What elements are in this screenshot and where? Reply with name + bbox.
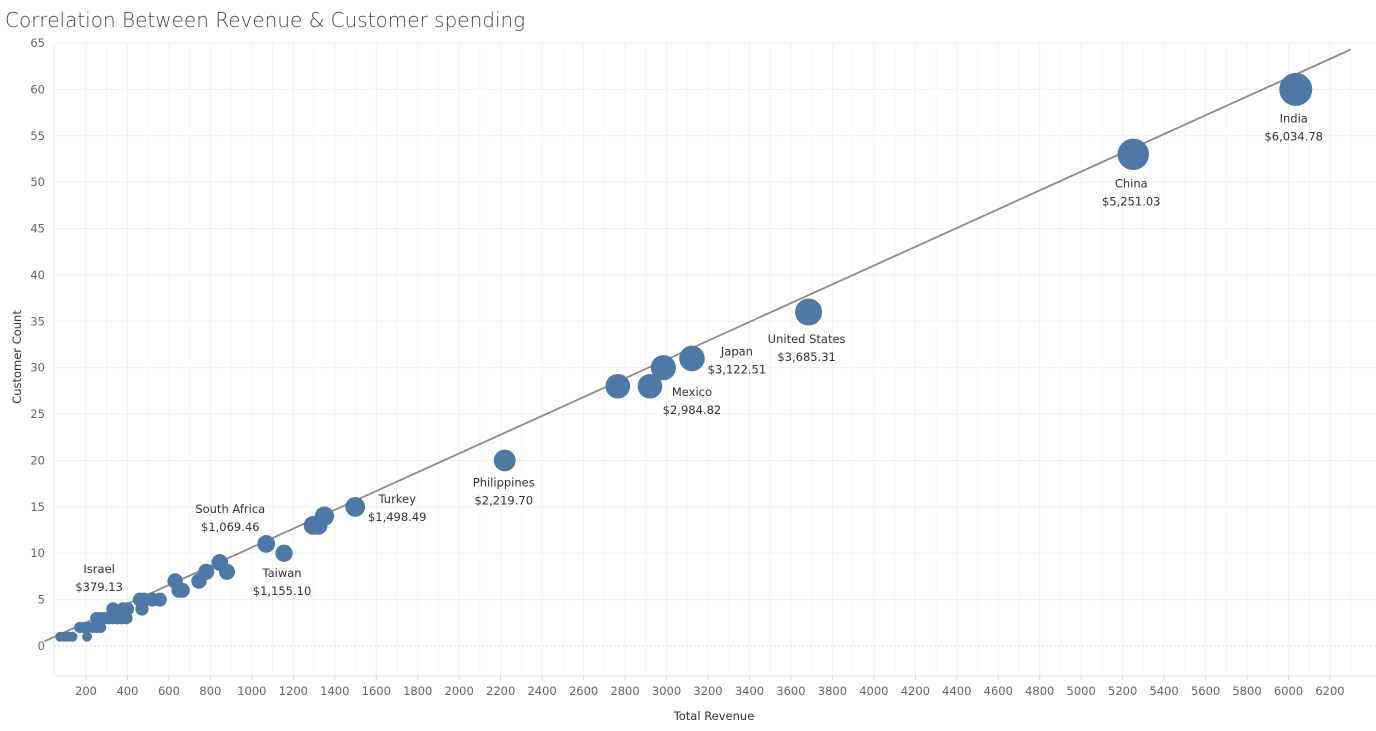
y-axis-title: Customer Count bbox=[10, 310, 24, 404]
point-label-value: $1,498.49 bbox=[368, 510, 427, 524]
x-tick-label: 1000 bbox=[237, 684, 266, 698]
data-point bbox=[135, 602, 149, 616]
data-point bbox=[171, 582, 187, 598]
x-tick-label: 5200 bbox=[1108, 684, 1137, 698]
y-tick-label: 45 bbox=[30, 222, 45, 236]
x-tick-label: 2400 bbox=[527, 684, 556, 698]
x-tick-label: 2000 bbox=[445, 684, 474, 698]
point-label-value: $6,034.78 bbox=[1264, 129, 1323, 143]
data-point bbox=[1279, 72, 1313, 106]
point-label-value: $3,685.31 bbox=[777, 350, 836, 364]
x-tick-label: 1800 bbox=[403, 684, 432, 698]
point-label-name: Japan bbox=[720, 344, 753, 358]
point-label-value: $1,155.10 bbox=[253, 584, 312, 598]
x-tick-label: 5800 bbox=[1232, 684, 1261, 698]
data-point bbox=[218, 563, 236, 580]
data-point bbox=[345, 496, 366, 517]
data-point bbox=[257, 535, 276, 553]
y-tick-label: 55 bbox=[30, 129, 45, 143]
point-label-value: $1,069.46 bbox=[201, 520, 260, 534]
x-tick-label: 6000 bbox=[1274, 684, 1303, 698]
x-tick-label: 2200 bbox=[486, 684, 515, 698]
axes: 200 400 600 800 1000 1200 1400 1600 1800 2000 2200… bbox=[30, 36, 1376, 698]
x-tick-label: 4400 bbox=[942, 684, 971, 698]
data-point bbox=[493, 449, 516, 472]
x-tick-label: 4200 bbox=[901, 684, 930, 698]
x-tick-label: 800 bbox=[199, 684, 221, 698]
data-point bbox=[795, 298, 823, 326]
y-tick-label: 60 bbox=[30, 82, 45, 96]
data-point bbox=[1117, 138, 1149, 171]
point-label-name: United States bbox=[768, 332, 846, 346]
x-tick-label: 2800 bbox=[610, 684, 639, 698]
y-tick-label: 20 bbox=[30, 453, 45, 467]
point-label-name: Taiwan bbox=[261, 566, 301, 580]
data-point bbox=[303, 516, 323, 535]
y-tick-label: 35 bbox=[30, 314, 45, 328]
x-tick-label: 5600 bbox=[1191, 684, 1220, 698]
data-point bbox=[275, 544, 293, 562]
x-tick-label: 3200 bbox=[693, 684, 722, 698]
grid bbox=[54, 42, 1376, 676]
chart-title: Correlation Between Revenue & Customer s… bbox=[5, 8, 526, 32]
point-label-value: $3,122.51 bbox=[708, 362, 767, 376]
data-point bbox=[55, 631, 66, 642]
data-point bbox=[191, 573, 207, 589]
x-tick-label: 1600 bbox=[362, 684, 391, 698]
x-tick-label: 600 bbox=[158, 684, 180, 698]
x-tick-label: 3400 bbox=[735, 684, 764, 698]
x-tick-label: 400 bbox=[116, 684, 138, 698]
x-tick-label: 6200 bbox=[1315, 684, 1344, 698]
point-label-name: Mexico bbox=[672, 385, 712, 399]
x-tick-label: 200 bbox=[75, 684, 97, 698]
data-point bbox=[637, 373, 663, 399]
point-label-name: Israel bbox=[83, 562, 114, 576]
x-tick-label: 5400 bbox=[1149, 684, 1178, 698]
x-tick-label: 1400 bbox=[320, 684, 349, 698]
trend-line bbox=[44, 48, 1352, 643]
data-point bbox=[82, 631, 92, 642]
point-label-value: $379.13 bbox=[75, 580, 123, 594]
x-tick-label: 3600 bbox=[776, 684, 805, 698]
x-tick-label: 4000 bbox=[859, 684, 888, 698]
x-tick-label: 4800 bbox=[1025, 684, 1054, 698]
point-labels-group: India $6,034.78 China $5,251.03 United State… bbox=[75, 111, 1323, 598]
y-tick-label: 10 bbox=[30, 546, 45, 560]
point-label-name: Philippines bbox=[473, 475, 535, 489]
point-label-name: China bbox=[1115, 176, 1148, 190]
data-point bbox=[650, 355, 677, 381]
x-tick-label: 3000 bbox=[652, 684, 681, 698]
point-label-name: Turkey bbox=[378, 492, 417, 506]
point-label-name: India bbox=[1280, 111, 1308, 125]
x-axis-title: Total Revenue bbox=[673, 709, 755, 723]
x-tick-label: 1200 bbox=[279, 684, 308, 698]
y-tick-label: 30 bbox=[30, 361, 45, 375]
x-tick-label: 2600 bbox=[569, 684, 598, 698]
y-tick-label: 65 bbox=[30, 36, 45, 50]
y-tick-label: 5 bbox=[38, 593, 45, 607]
trend-line-group bbox=[44, 48, 1352, 643]
y-tick-label: 40 bbox=[30, 268, 45, 282]
y-tick-label: 0 bbox=[38, 639, 45, 653]
data-point bbox=[605, 373, 631, 399]
data-point bbox=[90, 611, 103, 625]
y-tick-label: 50 bbox=[30, 175, 45, 189]
y-tick-label: 15 bbox=[30, 500, 45, 514]
x-tick-label: 4600 bbox=[984, 684, 1013, 698]
x-tick-label: 3800 bbox=[818, 684, 847, 698]
points-group bbox=[55, 72, 1313, 642]
y-tick-label: 25 bbox=[30, 407, 45, 421]
point-label-value: $2,219.70 bbox=[474, 493, 533, 507]
data-point bbox=[74, 621, 86, 634]
data-point bbox=[679, 345, 705, 372]
point-label-value: $5,251.03 bbox=[1102, 194, 1161, 208]
x-tick-label: 5000 bbox=[1067, 684, 1096, 698]
point-label-value: $2,984.82 bbox=[663, 403, 722, 417]
point-label-name: South Africa bbox=[195, 502, 265, 516]
